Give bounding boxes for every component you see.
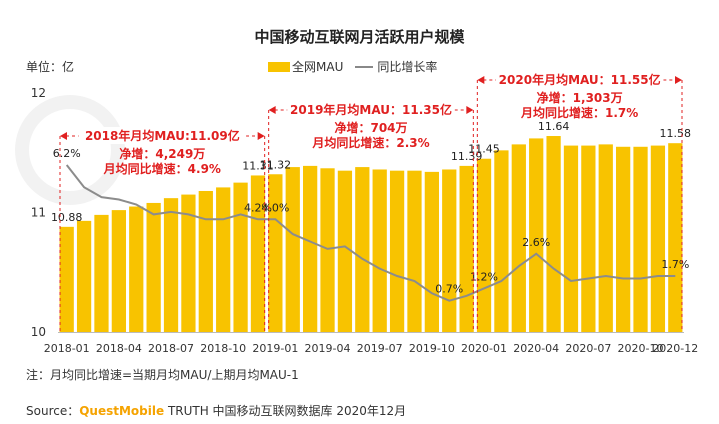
bar	[372, 169, 387, 332]
x-tick-label: 2019-01	[252, 342, 298, 355]
footnote: 注：月均同比增速=当期月均MAU/上期月均MAU-1	[26, 368, 299, 382]
annotation-arrow-head-right	[466, 106, 474, 114]
bar	[146, 202, 161, 332]
bar-value-label: 11.58	[660, 127, 692, 140]
legend-bar-label: 全网MAU	[292, 60, 344, 74]
y-tick-label: 11	[31, 206, 46, 220]
annotation-arrow-head-left	[60, 132, 67, 140]
bar	[233, 182, 248, 332]
x-tick-label: 2019-10	[409, 342, 455, 355]
x-tick-label: 2020-07	[565, 342, 611, 355]
bar	[198, 190, 213, 332]
bar	[303, 165, 318, 332]
watermark-ring	[15, 95, 125, 205]
source-brand: QuestMobile	[79, 404, 165, 418]
bar	[129, 206, 144, 332]
x-tick-label: 2020-01	[461, 342, 507, 355]
line-value-label: 6.2%	[53, 147, 81, 160]
annotation-title: 2018年月均MAU:11.09亿	[85, 128, 240, 143]
bar	[581, 145, 596, 332]
annotation-detail: 净增：4,249万	[119, 146, 205, 161]
x-tick-label: 2020-04	[513, 342, 559, 355]
unit-label: 单位：亿	[26, 60, 75, 74]
source-prefix: Source：	[26, 404, 80, 418]
bar	[250, 175, 266, 332]
bar	[407, 170, 422, 332]
annotation-arrow-head-left	[477, 76, 485, 84]
x-tick-label: 2020-10	[618, 342, 664, 355]
bar	[320, 168, 335, 332]
bar-value-label: 11.45	[468, 143, 500, 156]
annotation-detail: 月均同比增速：2.3%	[311, 135, 429, 150]
bar	[442, 169, 457, 332]
bar-value-label: 11.64	[538, 120, 570, 133]
line-value-label: 1.2%	[470, 270, 498, 283]
x-tick-label: 2019-07	[357, 342, 403, 355]
source-rest: TRUTH 中国移动互联网数据库 2020年12月	[164, 404, 407, 418]
growth-line	[65, 164, 676, 302]
annotation-arrow-head-right	[257, 132, 265, 140]
bar	[650, 145, 666, 332]
x-tick-label: 2020-12	[652, 342, 698, 355]
bar	[494, 150, 509, 332]
bar	[59, 226, 74, 332]
bar	[285, 167, 300, 332]
bar-value-label: 10.88	[51, 211, 83, 224]
y-tick-label: 10	[31, 325, 46, 339]
bar-value-label: 11.39	[451, 150, 483, 163]
line-value-label: 4.0%	[261, 201, 289, 214]
bar-value-label: 11.31	[242, 159, 274, 172]
bar	[476, 158, 492, 332]
bar	[94, 214, 109, 332]
x-tick-label: 2019-04	[305, 342, 351, 355]
annotation-detail: 月均同比增速：1.7%	[520, 105, 638, 120]
chart-title: 中国移动互联网月活跃用户规模	[254, 28, 465, 46]
x-tick-label: 2018-04	[96, 342, 142, 355]
bar	[111, 210, 126, 332]
bar	[181, 194, 196, 332]
annotation-arrow-head-right	[675, 76, 682, 84]
annotation-title-bg	[495, 71, 664, 88]
legend-bar-swatch	[268, 61, 290, 72]
bar	[355, 167, 370, 332]
bar	[668, 143, 683, 332]
bar	[511, 144, 526, 332]
bar	[598, 144, 613, 332]
bar	[616, 146, 631, 332]
annotation-title: 2020年月均MAU：11.55亿	[499, 72, 661, 87]
bar	[163, 198, 179, 332]
bar	[76, 220, 92, 332]
x-tick-label: 2018-10	[200, 342, 246, 355]
bar	[633, 146, 648, 332]
bar	[459, 165, 474, 332]
annotation-title-bg	[287, 101, 455, 118]
bar	[424, 171, 439, 332]
legend-line-label: 同比增长率	[377, 60, 438, 74]
bar	[268, 174, 283, 332]
bar	[389, 170, 405, 332]
bar	[337, 170, 353, 332]
line-value-label: 0.7%	[435, 283, 463, 296]
annotation-detail: 净增：1,303万	[537, 90, 623, 105]
annotation-title-bg	[78, 127, 247, 144]
x-tick-label: 2018-01	[44, 342, 90, 355]
annotation-arrow-head-left	[268, 106, 276, 114]
line-value-label: 2.6%	[522, 236, 550, 249]
legend: 全网MAU 同比增长率	[268, 58, 437, 75]
legend-line-swatch	[355, 65, 374, 68]
bar	[563, 145, 579, 332]
bar	[546, 136, 561, 332]
line-value-label: 1.7%	[661, 258, 689, 271]
annotation-detail: 净增：704万	[334, 120, 407, 135]
bar	[529, 138, 544, 332]
bar-value-label: 11.32	[260, 158, 292, 171]
source-line: Source：QuestMobile TRUTH 中国移动互联网数据库 2020…	[26, 402, 406, 419]
bar	[216, 187, 231, 332]
annotation-detail: 月均同比增速：4.9%	[103, 161, 221, 176]
annotation-title: 2019年月均MAU：11.35亿	[290, 102, 452, 117]
y-tick-label: 12	[31, 86, 46, 100]
x-tick-label: 2018-07	[148, 342, 194, 355]
